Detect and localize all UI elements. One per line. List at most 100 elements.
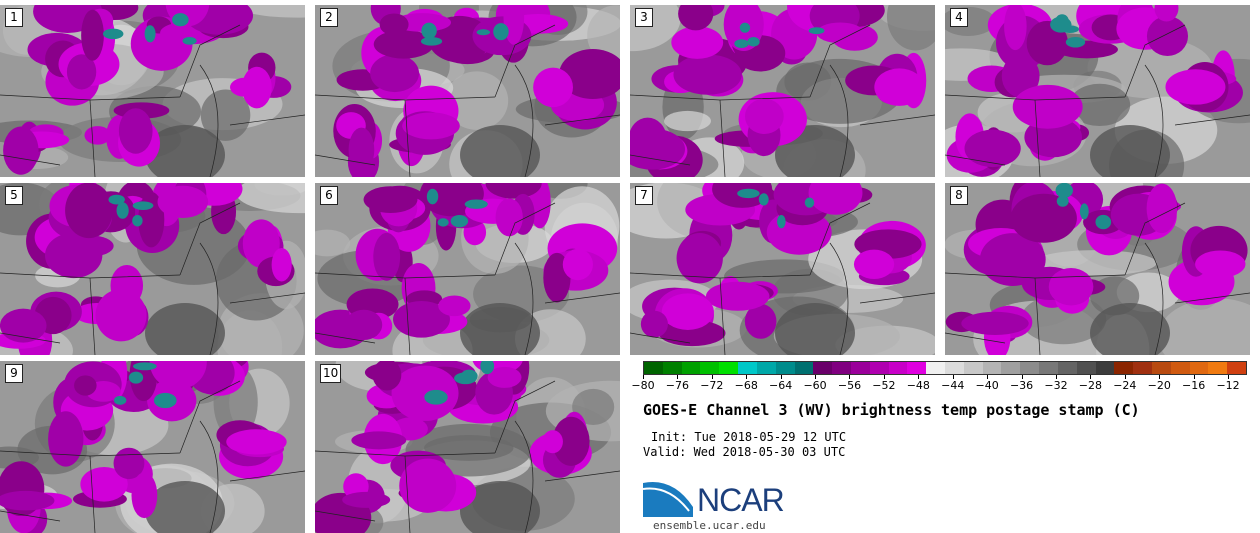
colorbar-swatch bbox=[700, 362, 720, 374]
postage-stamp-panel: 6 bbox=[315, 183, 620, 355]
colorbar-tick bbox=[643, 375, 644, 379]
colorbar-tick-label: −60 bbox=[803, 379, 827, 392]
colorbar-tick bbox=[918, 375, 920, 379]
colorbar-swatch bbox=[1001, 362, 1021, 374]
colorbar-swatch bbox=[756, 362, 776, 374]
colorbar-swatch bbox=[907, 362, 927, 374]
colorbar-swatch bbox=[1076, 362, 1096, 374]
panel-number-label: 9 bbox=[5, 364, 23, 383]
colorbar-swatch bbox=[926, 362, 945, 374]
colorbar-tick bbox=[677, 375, 679, 379]
colorbar-tick-label: −80 bbox=[631, 379, 655, 392]
colorbar-tick-label: −64 bbox=[769, 379, 793, 392]
ncar-logo-text: NCAR bbox=[697, 482, 785, 518]
colorbar-tick bbox=[746, 375, 748, 379]
colorbar-tick bbox=[1193, 375, 1195, 379]
colorbar-tick bbox=[780, 375, 782, 379]
colorbar-swatch bbox=[738, 362, 757, 374]
panel-number-label: 6 bbox=[320, 186, 338, 205]
panel-number-label: 4 bbox=[950, 8, 968, 27]
wv-satellite-map bbox=[315, 361, 620, 533]
wv-satellite-map bbox=[315, 183, 620, 355]
colorbar-swatch bbox=[1189, 362, 1209, 374]
colorbar-ticks bbox=[643, 375, 1247, 379]
wv-satellite-map bbox=[0, 183, 305, 355]
colorbar-swatch bbox=[963, 362, 983, 374]
postage-stamp-panel: 8 bbox=[945, 183, 1250, 355]
colorbar-tick-label: −68 bbox=[734, 379, 758, 392]
colorbar-swatch bbox=[1170, 362, 1190, 374]
colorbar-tick bbox=[815, 375, 817, 379]
colorbar-swatch bbox=[719, 362, 739, 374]
panel-number-label: 3 bbox=[635, 8, 653, 27]
chart-title: GOES-E Channel 3 (WV) brightness temp po… bbox=[643, 401, 1140, 419]
colorbar-swatch bbox=[1208, 362, 1228, 374]
panel-number-label: 1 bbox=[5, 8, 23, 27]
colorbar-swatch bbox=[1114, 362, 1134, 374]
colorbar-swatch bbox=[1039, 362, 1058, 374]
postage-stamp-panel: 5 bbox=[0, 183, 305, 355]
ncar-logo-icon bbox=[643, 477, 697, 517]
colorbar-swatch bbox=[1057, 362, 1077, 374]
colorbar-tick bbox=[1055, 375, 1057, 379]
colorbar-tick-label: −32 bbox=[1044, 379, 1068, 392]
panel-number-label: 7 bbox=[635, 186, 653, 205]
postage-stamp-panel: 10 bbox=[315, 361, 620, 533]
colorbar-tick-label: −52 bbox=[872, 379, 896, 392]
wv-satellite-map bbox=[0, 361, 305, 533]
postage-stamp-panel: 9 bbox=[0, 361, 305, 533]
site-url[interactable]: ensemble.ucar.edu bbox=[653, 519, 766, 532]
wv-satellite-map bbox=[945, 5, 1250, 177]
colorbar-swatch bbox=[945, 362, 964, 374]
postage-stamp-panel: 4 bbox=[945, 5, 1250, 177]
colorbar-tick bbox=[1228, 375, 1230, 379]
colorbar-swatch bbox=[644, 362, 663, 374]
postage-stamp-panel: 1 bbox=[0, 5, 305, 177]
colorbar-swatch bbox=[888, 362, 908, 374]
colorbar-tick-label: −76 bbox=[665, 379, 690, 392]
colorbar-tick-label: −40 bbox=[975, 379, 999, 392]
panel-number-label: 5 bbox=[5, 186, 23, 205]
panel-number-label: 8 bbox=[950, 186, 968, 205]
colorbar-swatch bbox=[1095, 362, 1115, 374]
colorbar-tick bbox=[1021, 375, 1023, 379]
colorbar-tick bbox=[1159, 375, 1161, 379]
colorbar-tick bbox=[711, 375, 713, 379]
wv-satellite-map bbox=[0, 5, 305, 177]
colorbar-tick bbox=[1124, 375, 1126, 379]
colorbar-tick-label: −16 bbox=[1182, 379, 1206, 392]
colorbar-tick-label: −36 bbox=[1009, 379, 1034, 392]
colorbar-swatch bbox=[681, 362, 701, 374]
colorbar-swatch bbox=[1151, 362, 1171, 374]
colorbar-swatch bbox=[850, 362, 870, 374]
colorbar-tick bbox=[987, 375, 989, 379]
colorbar-tick bbox=[883, 375, 885, 379]
colorbar-swatch bbox=[1133, 362, 1152, 374]
colorbar-tick-label: −72 bbox=[700, 379, 724, 392]
wv-satellite-map bbox=[315, 5, 620, 177]
panel-number-label: 10 bbox=[320, 364, 342, 383]
init-time: Init: Tue 2018-05-29 12 UTC bbox=[651, 430, 847, 444]
colorbar-tick-label: −24 bbox=[1113, 379, 1137, 392]
colorbar-labels: −80 −76 −72 −68 −64 −60 −56 −52 −48 −44 −40 −36 −32−… bbox=[631, 379, 1247, 393]
colorbar-tick bbox=[1090, 375, 1092, 379]
colorbar-tick-label: −48 bbox=[906, 379, 930, 392]
colorbar-tick bbox=[849, 375, 851, 379]
colorbar-swatch bbox=[982, 362, 1002, 374]
colorbar bbox=[643, 361, 1247, 375]
colorbar-tick bbox=[952, 375, 954, 379]
colorbar-tick-label: −44 bbox=[941, 379, 965, 392]
colorbar-tick-label: −56 bbox=[837, 379, 862, 392]
wv-satellite-map bbox=[630, 5, 935, 177]
colorbar-swatch bbox=[662, 362, 682, 374]
colorbar-tick-label: −20 bbox=[1147, 379, 1171, 392]
panel-number-label: 2 bbox=[320, 8, 338, 27]
colorbar-swatch bbox=[1227, 362, 1246, 374]
valid-time: Valid: Wed 2018-05-30 03 UTC bbox=[643, 445, 846, 459]
postage-stamp-panel: 3 bbox=[630, 5, 935, 177]
colorbar-swatch bbox=[832, 362, 851, 374]
colorbar-swatch bbox=[794, 362, 814, 374]
colorbar-tick-label: −28 bbox=[1078, 379, 1103, 392]
colorbar-swatch bbox=[775, 362, 795, 374]
colorbar-swatch bbox=[869, 362, 889, 374]
